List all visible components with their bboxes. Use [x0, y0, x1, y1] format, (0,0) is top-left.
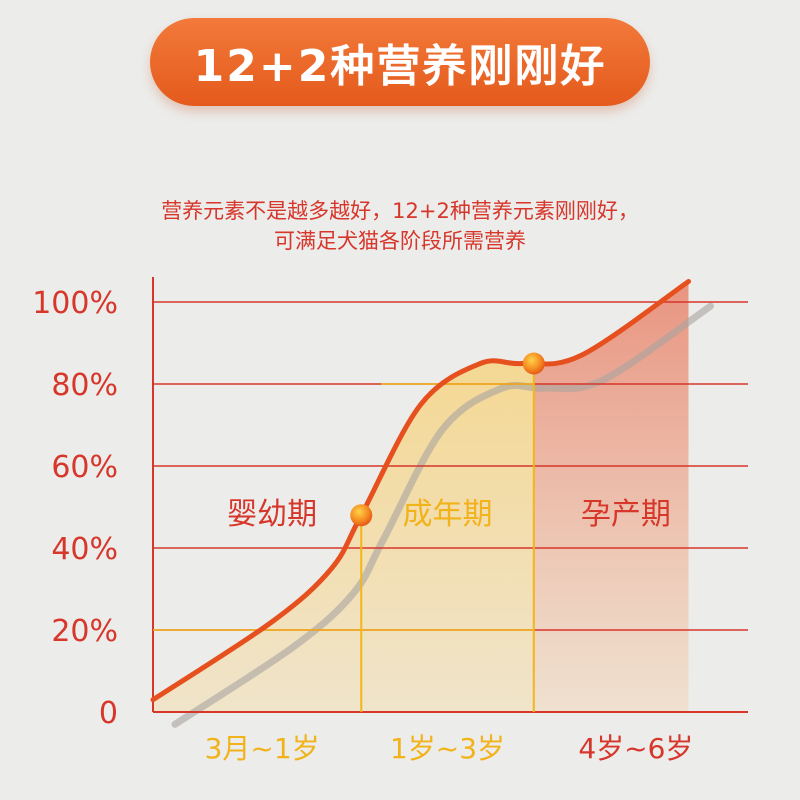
y-tick-label: 0 — [99, 696, 118, 731]
page-title: 12+2种营养刚刚好 — [193, 41, 607, 92]
y-tick-label: 100% — [32, 286, 118, 321]
curve-marker — [350, 504, 373, 527]
subtitle-line-1: 营养元素不是越多越好，12+2种营养元素刚刚好， — [161, 199, 639, 223]
stage-label: 婴幼期 — [227, 497, 317, 532]
curve-marker — [522, 352, 545, 375]
y-tick-label: 20% — [51, 614, 118, 649]
x-range-label: 3月~1岁 — [205, 732, 320, 765]
area-fill-yellow — [153, 360, 534, 712]
subtitle-line-2: 可满足犬猫各阶段所需营养 — [274, 229, 526, 253]
x-range-label: 1岁~3岁 — [390, 732, 505, 765]
stage-label: 孕产期 — [581, 497, 671, 532]
stage-label: 成年期 — [403, 497, 493, 532]
y-tick-label: 80% — [51, 368, 118, 403]
x-range-label: 4岁~6岁 — [578, 732, 693, 765]
main-curve — [150, 279, 691, 703]
curve-shadow — [171, 302, 714, 728]
y-tick-label: 40% — [51, 532, 118, 567]
title-banner: 12+2种营养刚刚好 — [150, 18, 650, 106]
y-tick-label: 60% — [51, 450, 118, 485]
